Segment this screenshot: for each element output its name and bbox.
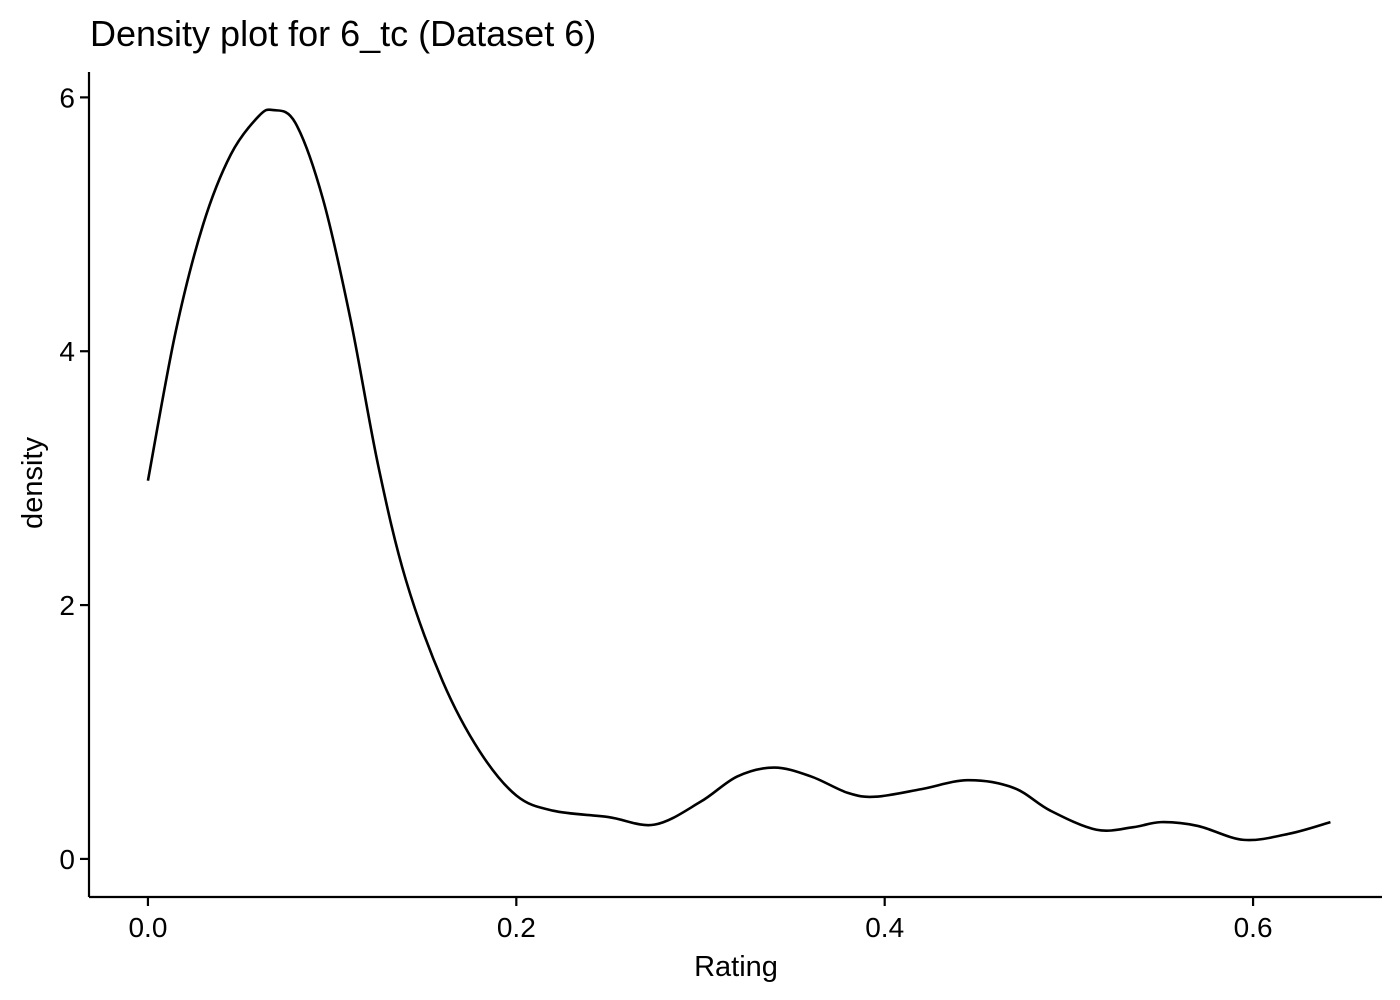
y-tick-label: 0 — [59, 844, 75, 875]
x-tick-label: 0.0 — [128, 912, 167, 943]
density-curve — [146, 108, 1331, 842]
x-tick-label: 0.2 — [497, 912, 536, 943]
x-axis-label: Rating — [694, 951, 778, 983]
series-layer — [146, 108, 1331, 842]
x-tick-label: 0.6 — [1234, 912, 1273, 943]
y-tick-label: 2 — [59, 590, 75, 621]
chart-title: Density plot for 6_tc (Dataset 6) — [90, 13, 597, 54]
x-tick-label: 0.4 — [865, 912, 904, 943]
y-tick-label: 6 — [59, 82, 75, 113]
x-axis: 0.0 0.2 0.4 0.6 — [89, 895, 1382, 943]
y-axis: 0 2 4 6 — [59, 72, 91, 897]
y-axis-label: density — [17, 437, 49, 529]
y-tick-label: 4 — [59, 336, 75, 367]
